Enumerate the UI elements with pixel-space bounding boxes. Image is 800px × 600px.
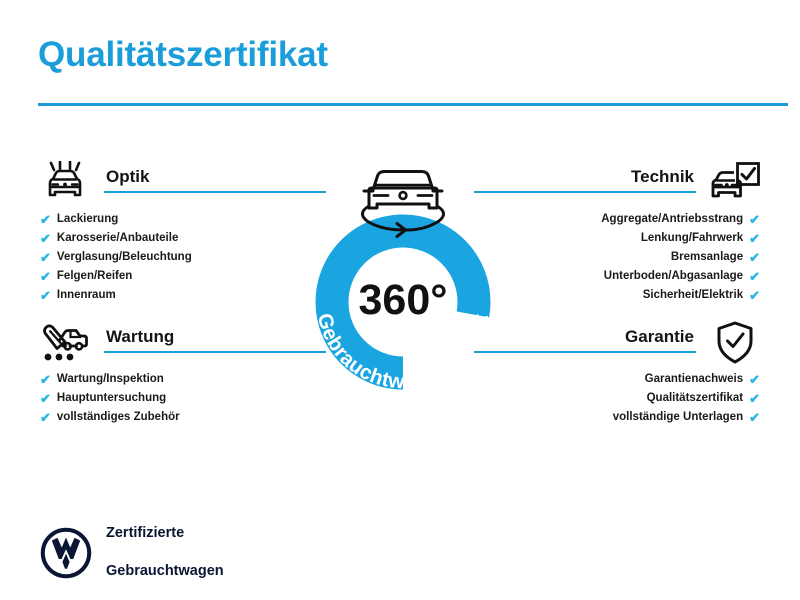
shield-check-icon	[706, 318, 764, 368]
list-item: Aggregate/Antriebsstrang ✔	[474, 210, 764, 229]
section-divider	[104, 351, 326, 353]
section-technik: Technik Aggregate/Antriebsstrang ✔ Lenku…	[474, 158, 764, 305]
list-item: ✔ Karosserie/Anbauteile	[36, 229, 326, 248]
car-service-pen-icon	[36, 318, 94, 368]
list-item: ✔ vollständiges Zubehör	[36, 408, 326, 427]
list-item-label: Lenkung/Fahrwerk	[640, 232, 744, 244]
check-icon: ✔	[40, 372, 51, 387]
section-header: Technik	[474, 158, 764, 202]
section-header: Optik	[36, 158, 326, 202]
check-icon: ✔	[749, 288, 760, 303]
section-title: Wartung	[106, 327, 175, 346]
list-item-label: Lackierung	[56, 213, 119, 225]
vw-certified-logo: Zertifizierte Gebrauchtwagen	[40, 505, 224, 600]
section-item-list: ✔ Wartung/Inspektion ✔ Hauptuntersuchung…	[36, 370, 326, 427]
check-icon: ✔	[749, 269, 760, 284]
vw-logo-icon	[40, 527, 92, 579]
footer-line-1: Zertifizierte	[106, 525, 185, 541]
list-item-label: Sicherheit/Elektrik	[642, 289, 744, 301]
list-item: ✔ Hauptuntersuchung	[36, 389, 326, 408]
check-icon: ✔	[40, 231, 51, 246]
section-item-list: Aggregate/Antriebsstrang ✔ Lenkung/Fahrw…	[474, 210, 764, 305]
list-item: ✔ Verglasung/Beleuchtung	[36, 248, 326, 267]
list-item: ✔ Wartung/Inspektion	[36, 370, 326, 389]
list-item-label: Karosserie/Anbauteile	[56, 232, 179, 244]
list-item-label: Aggregate/Antriebsstrang	[601, 213, 744, 225]
list-item: vollständige Unterlagen ✔	[474, 408, 764, 427]
section-title: Optik	[106, 167, 150, 186]
section-divider	[104, 191, 326, 193]
check-icon: ✔	[40, 212, 51, 227]
list-item-label: Garantienachweis	[644, 373, 744, 385]
check-icon: ✔	[749, 391, 760, 406]
list-item-label: Unterboden/Abgasanlage	[603, 270, 744, 282]
car-checkbox-icon	[706, 158, 764, 208]
check-icon: ✔	[749, 250, 760, 265]
section-title: Technik	[631, 167, 694, 186]
section-header: Garantie	[474, 318, 764, 364]
section-wartung: Wartung ✔ Wartung/Inspektion ✔ Hauptunte…	[36, 318, 326, 427]
check-icon: ✔	[40, 288, 51, 303]
section-title: Garantie	[625, 327, 694, 346]
footer-logo-text: Zertifizierte Gebrauchtwagen	[106, 505, 224, 600]
section-title-wrap: Optik	[104, 166, 326, 193]
car-360-rotate-icon	[361, 170, 445, 238]
section-item-list: ✔ Lackierung ✔ Karosserie/Anbauteile ✔ V…	[36, 210, 326, 305]
header-divider	[38, 103, 788, 106]
badge-center-label: 360°	[359, 276, 448, 324]
section-header: Wartung	[36, 318, 326, 362]
section-title-wrap: Garantie	[474, 326, 696, 353]
check-icon: ✔	[749, 372, 760, 387]
check-icon: ✔	[749, 212, 760, 227]
list-item-label: Hauptuntersuchung	[56, 392, 167, 404]
check-icon: ✔	[40, 250, 51, 265]
section-title-wrap: Technik	[474, 166, 696, 193]
section-divider	[474, 351, 696, 353]
list-item-label: Bremsanlage	[670, 251, 744, 263]
check-icon: ✔	[40, 391, 51, 406]
list-item-label: Innenraum	[56, 289, 116, 301]
section-title-wrap: Wartung	[104, 326, 326, 353]
list-item: Garantienachweis ✔	[474, 370, 764, 389]
check-icon: ✔	[749, 410, 760, 425]
section-optik: Optik ✔ Lackierung ✔ Karosserie/Anbautei…	[36, 158, 326, 305]
gebrauchtwagen-check-badge: Gebrauchtwagen-Check 360°	[295, 152, 511, 400]
check-icon: ✔	[40, 410, 51, 425]
check-icon: ✔	[749, 231, 760, 246]
list-item-label: Felgen/Reifen	[56, 270, 133, 282]
list-item-label: vollständige Unterlagen	[612, 411, 744, 423]
section-garantie: Garantie Garantienachweis ✔ Qualitätszer…	[474, 318, 764, 427]
list-item-label: Verglasung/Beleuchtung	[56, 251, 192, 263]
list-item: Sicherheit/Elektrik ✔	[474, 286, 764, 305]
list-item-label: Qualitätszertifikat	[646, 392, 744, 404]
list-item: Bremsanlage ✔	[474, 248, 764, 267]
page-title: Qualitätszertifikat	[38, 35, 328, 74]
list-item: Qualitätszertifikat ✔	[474, 389, 764, 408]
section-divider	[474, 191, 696, 193]
list-item: Lenkung/Fahrwerk ✔	[474, 229, 764, 248]
list-item: ✔ Felgen/Reifen	[36, 267, 326, 286]
list-item: ✔ Lackierung	[36, 210, 326, 229]
footer-line-2: Gebrauchtwagen	[106, 563, 224, 579]
list-item-label: vollständiges Zubehör	[56, 411, 180, 423]
list-item: Unterboden/Abgasanlage ✔	[474, 267, 764, 286]
check-icon: ✔	[40, 269, 51, 284]
list-item-label: Wartung/Inspektion	[56, 373, 164, 385]
section-item-list: Garantienachweis ✔ Qualitätszertifikat ✔…	[474, 370, 764, 427]
list-item: ✔ Innenraum	[36, 286, 326, 305]
car-shine-icon	[36, 158, 94, 208]
